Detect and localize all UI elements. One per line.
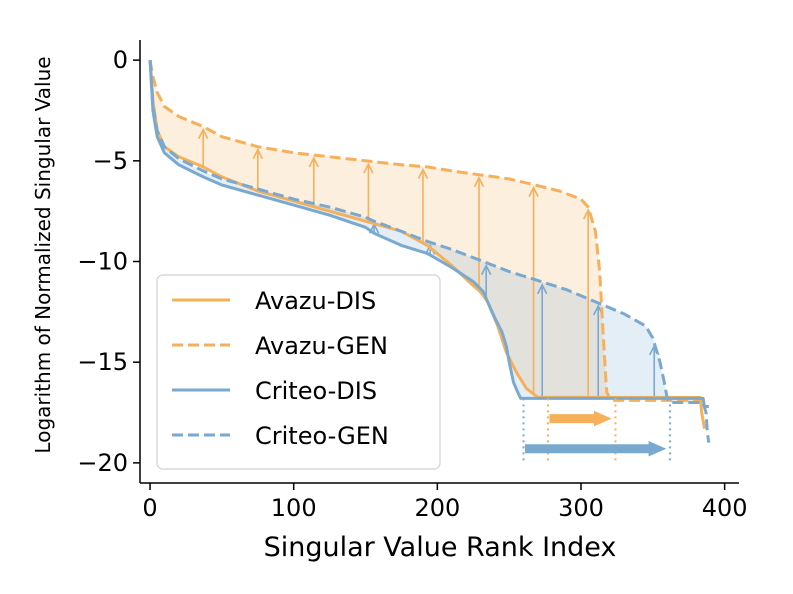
legend-label-criteo_gen: Criteo-GEN [255, 422, 389, 450]
legend-label-criteo_dis: Criteo-DIS [255, 377, 377, 405]
y-tick-label: −20 [77, 449, 128, 477]
series-line-criteo_dis [148, 60, 709, 408]
legend-label-avazu_gen: Avazu-GEN [255, 332, 388, 360]
y-tick-label: 0 [113, 46, 128, 74]
rank-gap-markers [522, 398, 672, 464]
y-axis-label: Logarithm of Normalized Singular Value [31, 56, 55, 453]
x-tick-label: 200 [414, 494, 460, 522]
legend: Avazu-DIS Avazu-GEN Criteo-DIS Criteo-GEN [156, 274, 441, 470]
avazu-arrow-head [252, 147, 264, 160]
avazu-arrow-head [417, 167, 429, 179]
avazu-gap-arrow [549, 410, 612, 427]
improvement-arrows [197, 127, 660, 399]
x-tick-label: 300 [558, 494, 604, 522]
x-axis-label: Singular Value Rank Index [264, 532, 617, 563]
y-ticks: 0 −5 −10 −15 −20 [77, 46, 140, 477]
x-tick-label: 100 [271, 494, 317, 522]
y-tick-label: −15 [77, 348, 128, 376]
shaded-gap-regions [150, 60, 704, 403]
band-criteo [150, 60, 704, 403]
y-tick-label: −5 [93, 147, 128, 175]
band-avazu [150, 60, 701, 401]
x-tick-label: 400 [702, 494, 748, 522]
avazu-arrow-head [473, 175, 485, 188]
x-ticks: 0 100 200 300 400 [142, 483, 748, 522]
series-line-avazu_gen [148, 59, 702, 402]
avazu-arrow-head [528, 185, 539, 198]
x-tick-label: 0 [142, 494, 157, 522]
legend-entries: Avazu-DIS Avazu-GEN Criteo-DIS Criteo-GEN [172, 287, 389, 450]
series-lines [148, 59, 711, 443]
criteo-gap-arrow [525, 441, 667, 457]
criteo-arrow-head [480, 263, 492, 275]
avazu-arrow-head [308, 156, 320, 168]
series-line-criteo_gen [148, 60, 711, 443]
criteo-arrow-head [536, 283, 548, 295]
avazu-arrow-head [363, 162, 374, 174]
legend-box [156, 274, 441, 470]
avazu-arrow-head [197, 127, 209, 139]
y-tick-label: −10 [77, 248, 128, 276]
legend-label-avazu_dis: Avazu-DIS [255, 287, 376, 315]
